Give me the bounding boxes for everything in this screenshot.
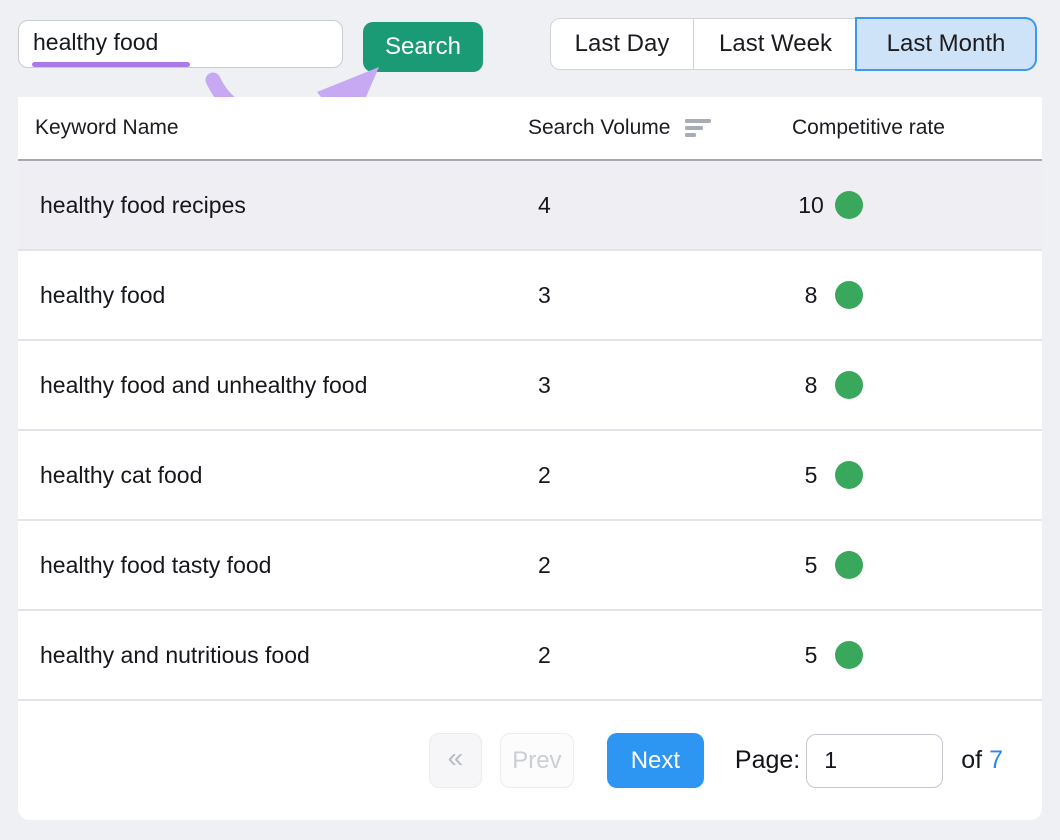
- header-keyword-name: Keyword Name: [35, 116, 179, 139]
- search-volume-cell: 3: [538, 371, 551, 398]
- table-row[interactable]: healthy and nutritious food 2 5: [18, 611, 1042, 701]
- page-label: Page:: [734, 746, 801, 774]
- search-input-wrap: [18, 20, 343, 68]
- competitive-rate-dot: [835, 461, 863, 489]
- table-row[interactable]: healthy cat food 2 5: [18, 431, 1042, 521]
- keyword-cell: healthy food: [40, 281, 166, 308]
- keyword-cell: healthy cat food: [40, 461, 203, 488]
- search-volume-cell: 2: [538, 551, 551, 578]
- keyword-cell: healthy food tasty food: [40, 551, 272, 578]
- table-row[interactable]: healthy food tasty food 2 5: [18, 521, 1042, 611]
- competitive-rate-cell: 5: [792, 461, 1042, 489]
- competitive-rate-dot: [835, 281, 863, 309]
- filter-last-day[interactable]: Last Day: [551, 19, 693, 69]
- competitive-rate-cell: 5: [792, 551, 1042, 579]
- competitive-rate-value: 5: [804, 551, 818, 578]
- competitive-rate-value: 10: [798, 191, 824, 218]
- search-input[interactable]: [18, 20, 343, 68]
- competitive-rate-cell: 8: [792, 371, 1042, 399]
- competitive-rate-value: 8: [804, 371, 818, 398]
- keyword-table: Keyword Name Search Volume Competitive r…: [18, 97, 1042, 820]
- prev-page-button[interactable]: Prev: [499, 733, 574, 788]
- search-volume-cell: 4: [538, 191, 551, 218]
- header-search-volume-label: Search Volume: [528, 116, 671, 139]
- pagination-bar: « Prev Next Page: of 7: [18, 701, 1042, 820]
- competitive-rate-value: 5: [804, 641, 818, 668]
- competitive-rate-value: 8: [804, 281, 818, 308]
- header-search-volume[interactable]: Search Volume: [528, 116, 792, 140]
- sort-descending-icon[interactable]: [685, 119, 712, 137]
- competitive-rate-dot: [835, 191, 863, 219]
- search-volume-cell: 2: [538, 461, 551, 488]
- header-competitive-rate: Competitive rate: [792, 116, 945, 139]
- keyword-cell: healthy food recipes: [40, 191, 246, 218]
- total-pages-value: 7: [989, 746, 1003, 774]
- keyword-cell: healthy food and unhealthy food: [40, 371, 368, 398]
- competitive-rate-dot: [835, 641, 863, 669]
- page-number-input[interactable]: [806, 733, 944, 788]
- table-row[interactable]: healthy food 3 8: [18, 251, 1042, 341]
- competitive-rate-cell: 10: [792, 191, 1042, 219]
- table-row[interactable]: healthy food and unhealthy food 3 8: [18, 341, 1042, 431]
- search-volume-cell: 2: [538, 641, 551, 668]
- competitive-rate-cell: 5: [792, 641, 1042, 669]
- competitive-rate-cell: 8: [792, 281, 1042, 309]
- competitive-rate-value: 5: [804, 461, 818, 488]
- filter-last-week[interactable]: Last Week: [693, 19, 857, 69]
- competitive-rate-dot: [835, 551, 863, 579]
- table-header: Keyword Name Search Volume Competitive r…: [18, 97, 1042, 161]
- search-button[interactable]: Search: [363, 22, 483, 72]
- competitive-rate-dot: [835, 371, 863, 399]
- keyword-cell: healthy and nutritious food: [40, 641, 310, 668]
- table-body: healthy food recipes 4 10 healthy food 3…: [18, 161, 1042, 701]
- table-row[interactable]: healthy food recipes 4 10: [18, 161, 1042, 251]
- next-page-button[interactable]: Next: [606, 733, 704, 788]
- of-label: of: [961, 746, 983, 774]
- filter-last-month[interactable]: Last Month: [857, 19, 1035, 69]
- search-volume-cell: 3: [538, 281, 551, 308]
- first-page-button[interactable]: «: [428, 733, 482, 788]
- time-filter-group: Last Day Last Week Last Month: [550, 18, 1036, 70]
